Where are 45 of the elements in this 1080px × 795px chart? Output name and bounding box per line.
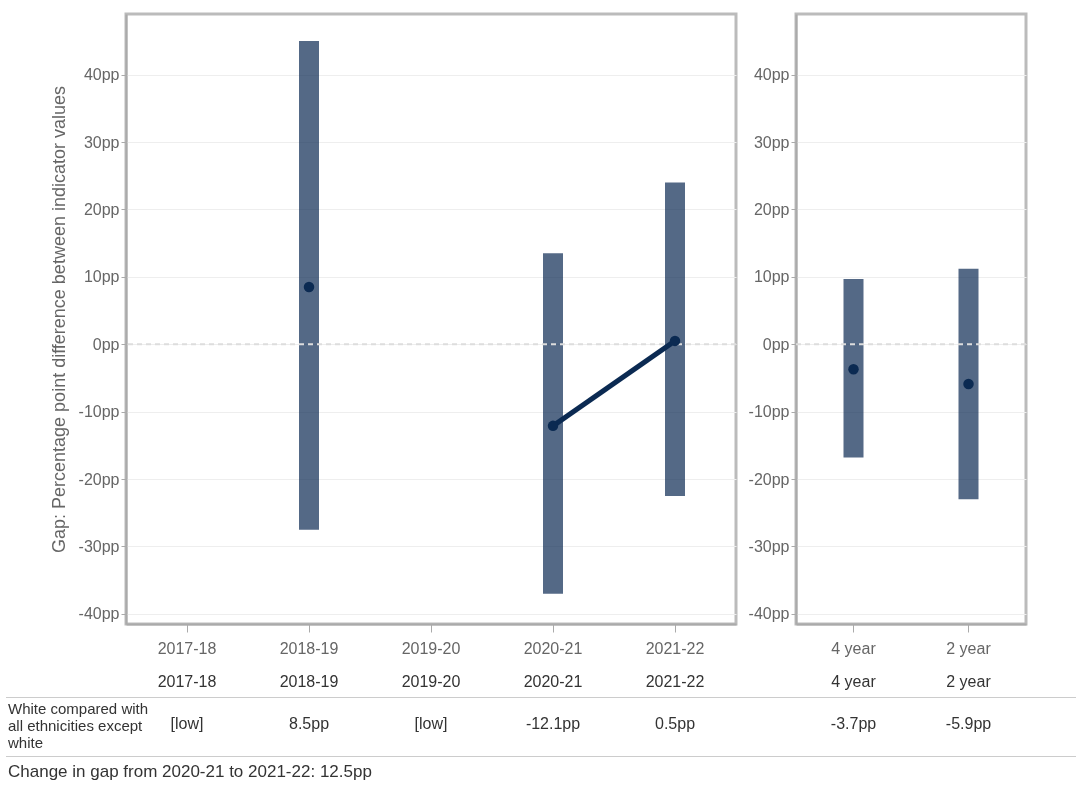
y-tick-label: -30pp: [78, 537, 120, 555]
x-tick-label: 2020-21: [523, 639, 583, 657]
x-tick-label: 2018-19: [279, 639, 339, 657]
y-tick-label: -40pp: [748, 605, 790, 623]
y-tick-label: -10pp: [748, 403, 790, 421]
data-label: 0.5pp: [654, 715, 696, 732]
category-label: 2017-18: [157, 673, 217, 690]
text: [low]: [414, 715, 448, 732]
x-tick-label: 2019-20: [401, 639, 461, 657]
y-tick-label: -10pp: [78, 403, 120, 421]
category-label: 2020-21: [523, 673, 583, 690]
data-label: -12.1pp: [525, 715, 581, 732]
y-tick-label: -40pp: [78, 605, 120, 623]
point: [669, 335, 681, 347]
x-tick-label: 2 year: [946, 639, 992, 657]
y-tick-label: 20pp: [753, 200, 790, 218]
category-label: 2 year: [946, 673, 991, 690]
y-tick-label: -20pp: [748, 470, 790, 488]
category-label: 4 year: [831, 673, 876, 690]
y-axis-title: Gap: Percentage point difference between indicator values: [48, 86, 69, 553]
y-tick-label: 10pp: [83, 268, 120, 286]
data-label: -3.7pp: [830, 715, 877, 732]
y-tick-label: 0pp: [92, 335, 120, 353]
x-tick-label: 2017-18: [157, 639, 217, 657]
category-label: 2019-20: [401, 673, 461, 690]
y-tick-label: 30pp: [753, 133, 790, 151]
text: [low]: [170, 715, 204, 732]
y-tick-label: -30pp: [748, 537, 790, 555]
x-tick-label: 2021-22: [645, 639, 705, 657]
y-tick-label: 10pp: [753, 268, 790, 286]
data-label: 8.5pp: [288, 715, 330, 732]
category-label: 2021-22: [645, 673, 705, 690]
text: Change in gap from 2020-21 to 2021-22: 12.5pp: [8, 762, 372, 782]
category-label: 2018-19: [279, 673, 339, 690]
y-tick-label: 0pp: [762, 335, 790, 353]
y-tick-label: 30pp: [83, 133, 120, 151]
text: White compared with all ethnicities except white: [8, 700, 150, 751]
y-tick-label: -20pp: [78, 470, 120, 488]
y-tick-label: 20pp: [83, 200, 120, 218]
y-tick-label: 40pp: [753, 66, 790, 84]
x-tick-label: 4 year: [831, 639, 877, 657]
data-label: -5.9pp: [945, 715, 992, 732]
point: [303, 281, 315, 293]
y-tick-label: 40pp: [83, 66, 120, 84]
point: [547, 420, 559, 432]
